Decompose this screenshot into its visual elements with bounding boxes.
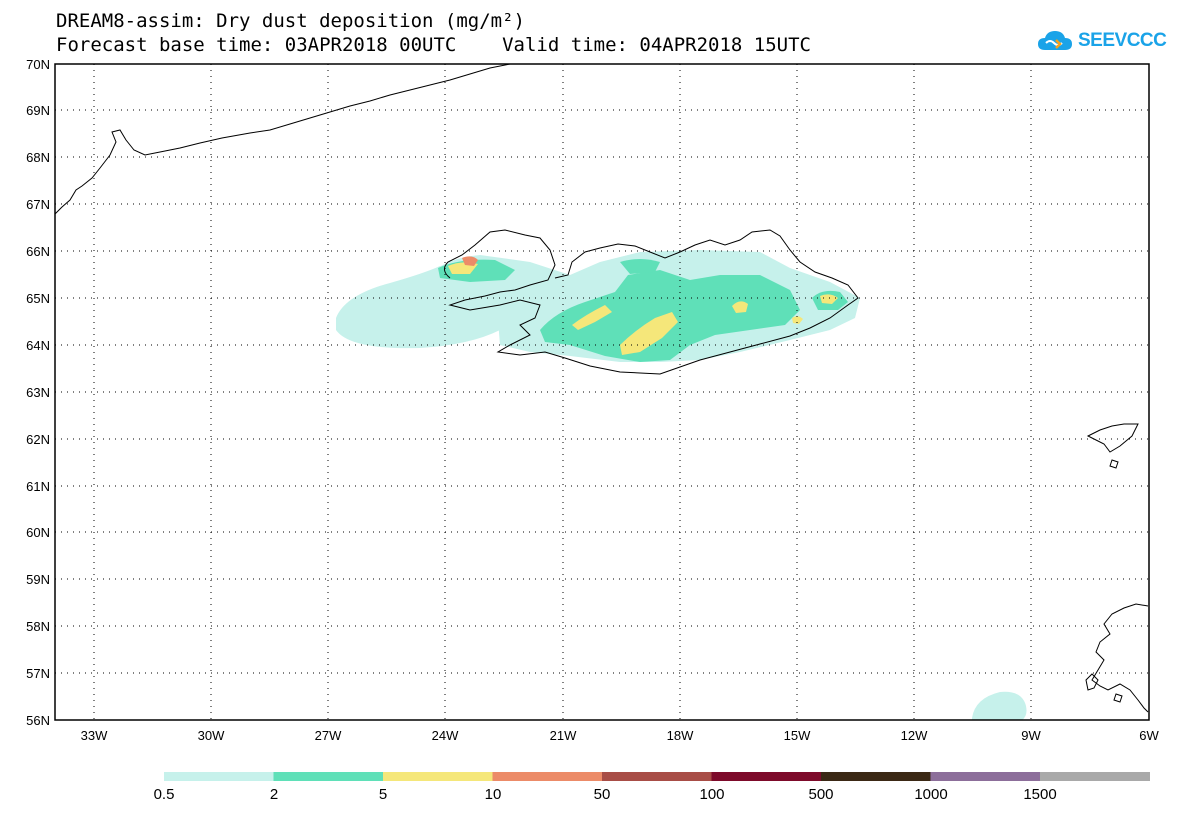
lat-labels: 56N 57N 58N 59N 60N 61N 62N 63N 64N 65N … <box>26 57 50 728</box>
dust-contours <box>336 250 1027 720</box>
legend-swatch <box>492 772 603 781</box>
lon-label: 21W <box>550 728 577 743</box>
lon-labels: 33W 30W 27W 24W 21W 18W 15W 12W 9W 6W <box>81 728 1160 743</box>
lat-label: 57N <box>26 666 50 681</box>
lon-label: 24W <box>432 728 459 743</box>
logo-text: SEEVCCC <box>1078 30 1167 51</box>
faroe-coast <box>1086 423 1139 469</box>
legend-swatch <box>602 772 712 781</box>
lat-label: 67N <box>26 197 50 212</box>
cloud-icon <box>1038 31 1072 50</box>
dust-level-10 <box>462 256 478 266</box>
lat-label: 64N <box>26 338 50 353</box>
lon-label: 12W <box>901 728 928 743</box>
hebrides-coast <box>1085 673 1123 703</box>
greenland-coast <box>54 63 511 215</box>
legend-label: 2 <box>270 786 278 803</box>
legend-swatch <box>273 772 384 781</box>
lat-label: 58N <box>26 619 50 634</box>
legend-swatch <box>930 772 1041 781</box>
legend-labels: 0.5 2 5 10 50 100 500 1000 1500 <box>154 786 1057 803</box>
lat-label: 66N <box>26 244 50 259</box>
legend-swatch <box>711 772 822 781</box>
lon-label: 15W <box>784 728 811 743</box>
dust-level-5-f <box>792 316 803 324</box>
legend-label: 0.5 <box>154 786 175 803</box>
dust-level-5-c <box>732 301 748 313</box>
legend-swatch <box>821 772 931 781</box>
lat-label: 56N <box>26 713 50 728</box>
map-title: DREAM8-assim: Dry dust deposition (mg/m²… <box>56 10 525 32</box>
lat-label: 68N <box>26 150 50 165</box>
gridlines <box>55 64 1149 720</box>
dust-level-5-e <box>820 294 838 304</box>
legend-label: 50 <box>594 786 611 803</box>
legend-label: 5 <box>379 786 387 803</box>
lat-label: 61N <box>26 479 50 494</box>
lat-label: 62N <box>26 432 50 447</box>
legend-swatches <box>164 772 1150 781</box>
lon-label: 27W <box>315 728 342 743</box>
dust-level-5-a <box>620 312 678 355</box>
lon-label: 30W <box>198 728 225 743</box>
lon-label: 18W <box>667 728 694 743</box>
iceland-coast <box>444 229 859 375</box>
coastlines <box>54 63 1149 713</box>
scotland-coast <box>1091 603 1149 713</box>
lat-label: 69N <box>26 103 50 118</box>
legend-label: 100 <box>699 786 724 803</box>
lon-label: 33W <box>81 728 108 743</box>
legend-swatch <box>164 772 274 781</box>
dust-patch-south <box>972 691 1027 720</box>
forecast-times: Forecast base time: 03APR2018 00UTC Vali… <box>56 34 811 56</box>
dust-level-2-north <box>620 259 660 274</box>
lat-label: 70N <box>26 57 50 72</box>
legend-label: 10 <box>485 786 502 803</box>
lat-label: 63N <box>26 385 50 400</box>
legend-label: 1500 <box>1023 786 1056 803</box>
map-frame <box>54 63 1150 721</box>
lat-label: 60N <box>26 525 50 540</box>
lon-label: 9W <box>1021 728 1041 743</box>
legend-label: 1000 <box>914 786 947 803</box>
seevccc-logo: SEEVCCC <box>1036 28 1167 54</box>
dust-level-5-b <box>572 305 612 330</box>
legend-swatch <box>1040 772 1150 781</box>
legend-label: 500 <box>808 786 833 803</box>
legend-swatch <box>383 772 493 781</box>
lon-label: 6W <box>1139 728 1159 743</box>
lat-label: 59N <box>26 572 50 587</box>
lat-label: 65N <box>26 291 50 306</box>
